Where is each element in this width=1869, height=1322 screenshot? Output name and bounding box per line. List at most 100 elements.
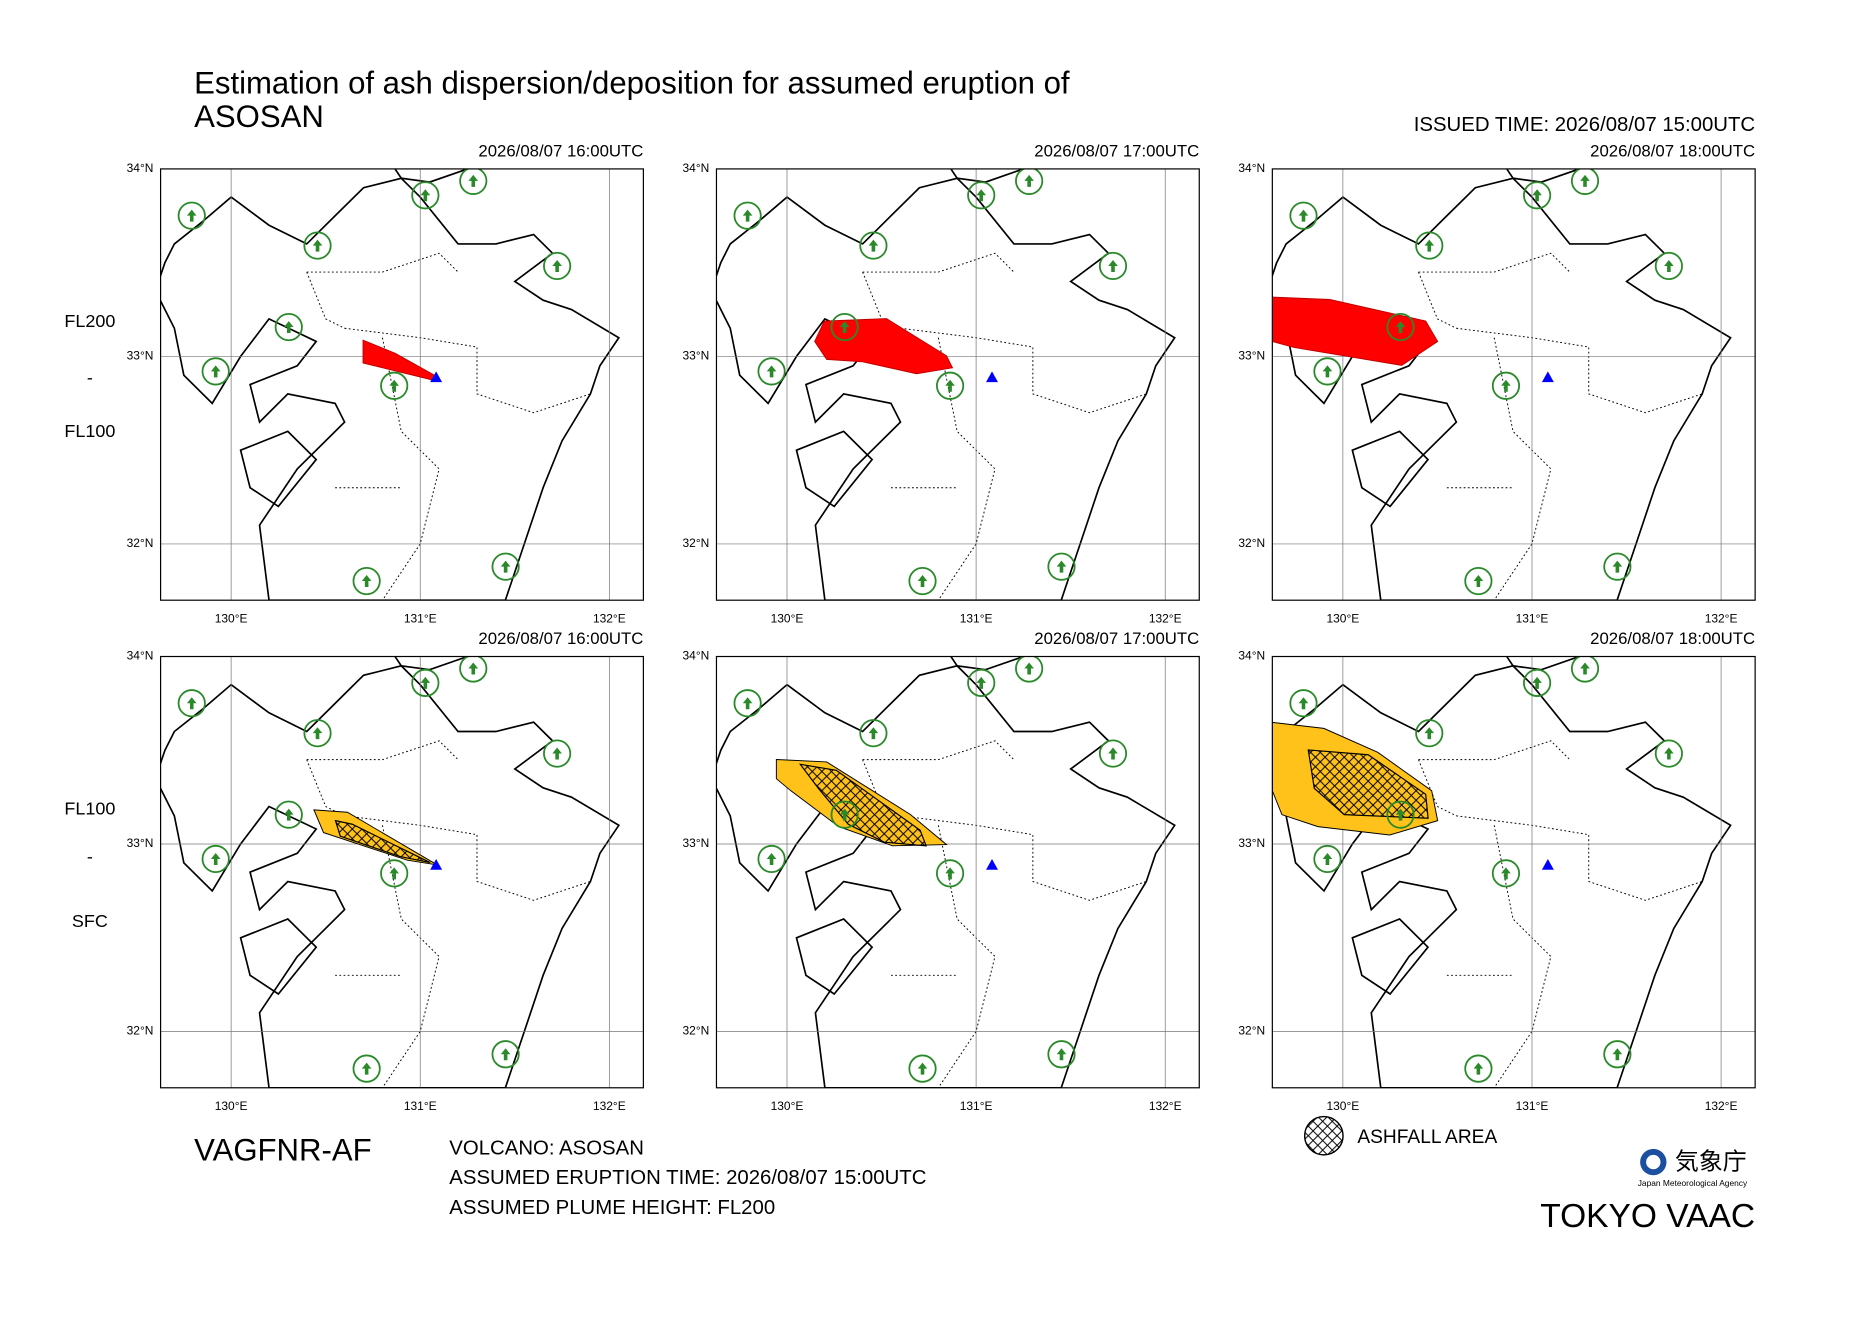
prefecture-border bbox=[381, 337, 440, 601]
ashfall-area bbox=[334, 819, 431, 864]
airport-ring bbox=[1464, 1054, 1493, 1083]
map-background bbox=[716, 656, 1200, 1088]
airport-icon bbox=[468, 174, 479, 187]
prefecture-border bbox=[1418, 740, 1571, 761]
airport-ring bbox=[1654, 739, 1683, 768]
airport-icon bbox=[1024, 662, 1034, 675]
x-tick-label: 130°E bbox=[1327, 612, 1360, 626]
coastline bbox=[1351, 918, 1430, 996]
panel-time: 2026/08/07 16:00UTC bbox=[478, 142, 643, 161]
y-tick-label: 34°N bbox=[683, 161, 710, 175]
y-tick-label: 32°N bbox=[1238, 1024, 1265, 1038]
airport-icon bbox=[1424, 727, 1435, 740]
coastline bbox=[239, 918, 318, 996]
airport-ring bbox=[1098, 251, 1128, 281]
prefecture-border bbox=[900, 327, 1147, 414]
map-background bbox=[160, 656, 644, 1088]
airport-icon bbox=[186, 697, 197, 710]
airport-ring bbox=[459, 168, 488, 195]
legend-label: ASHFALL AREA bbox=[1357, 1127, 1497, 1148]
map-content bbox=[716, 656, 1200, 1088]
airport-ring bbox=[1415, 719, 1444, 748]
x-tick-label: 130°E bbox=[215, 612, 248, 626]
agency-name-en: Japan Meteorological Agency bbox=[1638, 1178, 1748, 1188]
airport-icon bbox=[283, 808, 294, 821]
center-name: TOKYO VAAC bbox=[1540, 1198, 1755, 1235]
panel-time: 2026/08/07 17:00UTC bbox=[1034, 142, 1199, 161]
airport-ring bbox=[274, 800, 303, 829]
map-content bbox=[1272, 168, 1756, 601]
airport-ring bbox=[1386, 800, 1415, 829]
airport-icon bbox=[1501, 379, 1511, 392]
airport-ring bbox=[1047, 1040, 1076, 1069]
map-panel: 130°E 131°E 132°E 32°N 33°N 34°N 2026/08/07 18… bbox=[1238, 142, 1756, 626]
x-tick-label: 132°E bbox=[593, 612, 626, 626]
prefecture-border bbox=[1418, 252, 1571, 273]
y-tick-label: 34°N bbox=[1238, 649, 1265, 663]
prefecture-border bbox=[1418, 759, 1457, 817]
map-frame bbox=[715, 655, 1200, 1089]
volcano-marker bbox=[986, 858, 998, 870]
airport-icon bbox=[1473, 575, 1484, 588]
airport-icon bbox=[1664, 259, 1674, 272]
x-tick-label: 131°E bbox=[404, 1099, 437, 1113]
airport-icon bbox=[1322, 852, 1333, 865]
coastline bbox=[795, 918, 874, 996]
map-content bbox=[716, 168, 1200, 601]
y-tick-label: 33°N bbox=[683, 836, 710, 850]
prefecture-border bbox=[862, 740, 1015, 761]
coastline bbox=[795, 430, 874, 508]
coastline bbox=[160, 664, 621, 1088]
panel-time: 2026/08/07 18:00UTC bbox=[1590, 142, 1755, 161]
x-tick-label: 130°E bbox=[1327, 1099, 1360, 1113]
airport-icon bbox=[1298, 697, 1309, 710]
airport-ring bbox=[1570, 168, 1600, 195]
airport-icon bbox=[917, 1062, 928, 1075]
level-label: - bbox=[87, 367, 93, 387]
airport-ring bbox=[1313, 844, 1342, 874]
airport-ring bbox=[1603, 1040, 1632, 1069]
level-label: - bbox=[87, 847, 93, 867]
airport-icon bbox=[742, 697, 753, 710]
prefecture-border bbox=[306, 740, 459, 761]
prefecture-border bbox=[344, 815, 591, 901]
prefecture-border bbox=[344, 327, 591, 414]
info-line: ASSUMED ERUPTION TIME: 2026/08/07 15:00U… bbox=[449, 1167, 926, 1189]
x-tick-label: 130°E bbox=[771, 612, 804, 626]
airport-ring bbox=[935, 859, 965, 888]
info-line: ASSUMED PLUME HEIGHT: FL200 bbox=[449, 1197, 775, 1219]
issued-time: ISSUED TIME: 2026/08/07 15:00UTC bbox=[1414, 114, 1755, 136]
airport-ring bbox=[1523, 181, 1552, 210]
airport-ring bbox=[1654, 251, 1683, 281]
airport-ring bbox=[1415, 231, 1444, 260]
airport-ring bbox=[201, 844, 230, 874]
map-panel: 130°E 131°E 132°E 32°N 33°N 34°N 2026/08/07 16… bbox=[127, 142, 644, 626]
level-label: SFC bbox=[72, 911, 108, 931]
airport-icon bbox=[420, 189, 431, 202]
airport-ring bbox=[1289, 201, 1318, 230]
volcano-marker bbox=[430, 371, 443, 383]
product-id: VAGFNR-AF bbox=[194, 1133, 372, 1168]
airport-ring bbox=[1289, 689, 1318, 718]
airport-icon bbox=[917, 575, 928, 588]
coastline bbox=[160, 177, 621, 601]
y-tick-label: 32°N bbox=[127, 536, 154, 550]
map-frame bbox=[159, 168, 644, 601]
level-label: FL200 bbox=[64, 311, 115, 331]
airport-ring bbox=[411, 181, 440, 210]
prefecture-border bbox=[1493, 825, 1552, 1088]
y-tick-label: 32°N bbox=[683, 1024, 710, 1038]
airport-icon bbox=[766, 852, 777, 865]
map-panel: 130°E 131°E 132°E 32°N 33°N 34°N 2026/08/07 17… bbox=[683, 142, 1200, 626]
coastline bbox=[1351, 430, 1430, 508]
airport-ring bbox=[380, 859, 409, 888]
y-tick-label: 33°N bbox=[127, 836, 154, 850]
map-frame bbox=[1271, 168, 1756, 601]
airport-icon bbox=[1298, 209, 1309, 222]
airport-ring bbox=[733, 201, 762, 230]
prefecture-border bbox=[1493, 337, 1552, 601]
y-tick-label: 32°N bbox=[683, 536, 710, 550]
airport-ring bbox=[1603, 552, 1632, 581]
airport-icon bbox=[1612, 560, 1623, 573]
